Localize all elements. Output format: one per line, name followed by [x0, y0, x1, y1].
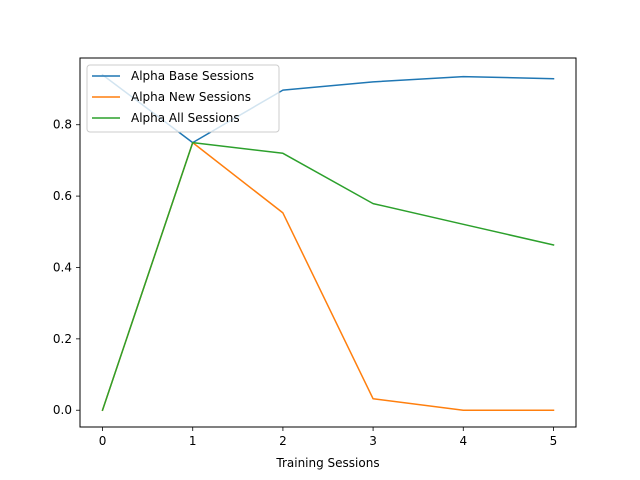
legend-label-1: Alpha New Sessions	[131, 90, 251, 104]
y-tick-label: 0.6	[53, 189, 72, 203]
y-tick-label: 0.4	[53, 260, 72, 274]
legend-label-0: Alpha Base Sessions	[131, 69, 254, 83]
legend-label-2: Alpha All Sessions	[131, 111, 240, 125]
x-tick-label: 2	[279, 434, 287, 448]
plot-frame	[79, 57, 577, 428]
ticks-layer: 0 1 2 3 4 5 0.0 0.2 0.4 0.6 0.8	[53, 118, 557, 448]
x-tick-label: 0	[99, 434, 107, 448]
series-line-1	[101, 141, 555, 412]
y-tick-label: 0.8	[53, 118, 72, 132]
x-tick-label: 1	[189, 434, 197, 448]
series-line-2	[101, 141, 555, 412]
y-tick-label: 0.2	[53, 332, 72, 346]
legend-box	[86, 64, 280, 133]
legend: Alpha Base Sessions Alpha New Sessions Alp…	[86, 64, 280, 133]
x-axis-label: Training Sessions	[275, 456, 379, 470]
x-tick-label: 5	[550, 434, 558, 448]
x-tick-label: 3	[369, 434, 377, 448]
y-tick-label: 0.0	[53, 403, 72, 417]
x-tick-label: 4	[459, 434, 467, 448]
